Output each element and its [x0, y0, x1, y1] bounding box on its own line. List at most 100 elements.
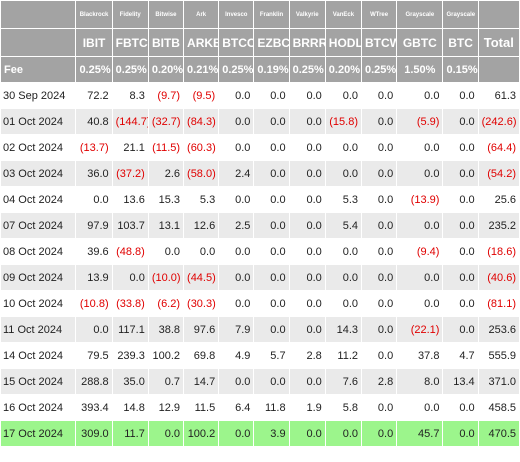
fee-btc: 0.15%: [443, 57, 478, 82]
flow-cell-brrr: 0.0: [289, 213, 325, 238]
flow-cell-btco: 7.9: [219, 317, 254, 342]
row-date: 08 Oct 2024: [1, 239, 76, 264]
flow-cell-hodl: 5.8: [325, 395, 361, 420]
total-header: Total: [478, 29, 519, 56]
flow-cell-ezbc: 11.8: [254, 395, 289, 420]
flow-cell-ezbc: 0.0: [254, 369, 289, 394]
flow-cell-arkb: 0.0: [184, 239, 219, 264]
flow-cell-arkb: 100.2: [184, 421, 219, 446]
flow-cell-ibit: 309.0: [76, 421, 112, 446]
flow-cell-brrr: 1.9: [289, 395, 325, 420]
flow-cell-btco: 0.0: [219, 265, 254, 290]
fee-fbtc: 0.25%: [112, 57, 148, 82]
flow-cell-fbtc: 35.0: [112, 369, 148, 394]
flow-cell-bitb: (11.5): [148, 135, 184, 160]
flow-total-cell: (81.1): [478, 291, 519, 316]
flow-cell-hodl: 5.3: [325, 187, 361, 212]
fee-btco: 0.25%: [219, 57, 254, 82]
flow-cell-hodl: 0.0: [325, 135, 361, 160]
flow-cell-arkb: (84.3): [184, 109, 219, 134]
flow-cell-fbtc: 13.6: [112, 187, 148, 212]
flow-cell-gbtc: (9.4): [397, 239, 443, 264]
flow-cell-arkb: 69.8: [184, 343, 219, 368]
flow-cell-ibit: 0.0: [76, 317, 112, 342]
flow-cell-ezbc: 0.0: [254, 83, 289, 108]
flow-cell-btco: 0.0: [219, 369, 254, 394]
flow-cell-ibit: 79.5: [76, 343, 112, 368]
table-row: 14 Oct 2024 79.5 239.3 100.2 69.8 4.9 5.7 2.8 11…: [1, 343, 519, 368]
etf-flows-table: Blackrock Fidelity Bitwise Ark Invesco Frankl…: [0, 0, 520, 447]
table-row: 07 Oct 2024 97.9 103.7 13.1 12.6 2.5 0.0 0.0 5.4…: [1, 213, 519, 238]
flow-cell-hodl: 0.0: [325, 421, 361, 446]
flow-cell-hodl: 7.6: [325, 369, 361, 394]
ticker-btc: BTC: [443, 29, 478, 56]
flow-cell-brrr: 0.0: [289, 291, 325, 316]
issuer-gbtc: Grayscale: [397, 1, 443, 28]
fee-row: Fee 0.25% 0.25% 0.20% 0.21% 0.25% 0.19% 0.25% 0…: [1, 57, 519, 82]
flow-total-cell: (40.6): [478, 265, 519, 290]
flow-cell-gbtc: (22.1): [397, 317, 443, 342]
issuer-brrr: Valkyrie: [289, 1, 325, 28]
issuer-btco: Invesco: [219, 1, 254, 28]
table-row: 15 Oct 2024 288.8 35.0 0.7 14.7 0.0 0.0 0.0 7.6 2…: [1, 369, 519, 394]
flow-cell-bitb: 2.6: [148, 161, 184, 186]
flow-cell-fbtc: 14.8: [112, 395, 148, 420]
fee-total-blank: [478, 57, 519, 82]
issuer-fbtc: Fidelity: [112, 1, 148, 28]
table-body: 30 Sep 2024 72.2 8.3 (9.7) (9.5) 0.0 0.0 0.0 0.0…: [1, 83, 519, 446]
flow-cell-arkb: 97.6: [184, 317, 219, 342]
table-row: 30 Sep 2024 72.2 8.3 (9.7) (9.5) 0.0 0.0 0.0 0.0…: [1, 83, 519, 108]
flow-cell-btco: 0.0: [219, 109, 254, 134]
flow-cell-bitb: 100.2: [148, 343, 184, 368]
flow-cell-gbtc: 0.0: [397, 161, 443, 186]
flow-cell-arkb: 12.6: [184, 213, 219, 238]
flow-cell-fbtc: 0.0: [112, 265, 148, 290]
flow-cell-ezbc: 0.0: [254, 317, 289, 342]
table-row: 08 Oct 2024 39.6 (48.8) 0.0 0.0 0.0 0.0 0.0 0.0 0…: [1, 239, 519, 264]
flow-cell-ibit: 40.8: [76, 109, 112, 134]
flow-cell-brrr: 0.0: [289, 317, 325, 342]
flow-cell-btcw: 0.0: [362, 187, 397, 212]
ticker-bitb: BITB: [148, 29, 184, 56]
flow-cell-fbtc: (144.7): [112, 109, 148, 134]
flow-cell-fbtc: 11.7: [112, 421, 148, 446]
flow-cell-btcw: 0.0: [362, 343, 397, 368]
flow-cell-bitb: 12.9: [148, 395, 184, 420]
flow-cell-bitb: (6.2): [148, 291, 184, 316]
flow-total-cell: 235.2: [478, 213, 519, 238]
table-row: 02 Oct 2024 (13.7) 21.1 (11.5) (60.3) 0.0 0.0 0…: [1, 135, 519, 160]
ticker-brrr: BRRR: [289, 29, 325, 56]
flow-cell-fbtc: 8.3: [112, 83, 148, 108]
row-date: 03 Oct 2024: [1, 161, 76, 186]
flow-cell-ezbc: 3.9: [254, 421, 289, 446]
flow-cell-gbtc: 0.0: [397, 213, 443, 238]
ticker-fbtc: FBTC: [112, 29, 148, 56]
fee-hodl: 0.20%: [325, 57, 361, 82]
flow-cell-brrr: 0.0: [289, 265, 325, 290]
flow-total-cell: (64.4): [478, 135, 519, 160]
flow-cell-gbtc: (5.9): [397, 109, 443, 134]
flow-cell-brrr: 0.0: [289, 135, 325, 160]
flow-cell-hodl: 14.3: [325, 317, 361, 342]
flow-cell-fbtc: 239.3: [112, 343, 148, 368]
flow-cell-fbtc: (37.2): [112, 161, 148, 186]
flow-cell-arkb: (60.3): [184, 135, 219, 160]
flow-cell-arkb: (44.5): [184, 265, 219, 290]
flow-cell-ibit: 72.2: [76, 83, 112, 108]
flow-cell-hodl: 0.0: [325, 291, 361, 316]
flow-cell-btcw: 0.0: [362, 265, 397, 290]
flow-cell-btcw: 0.0: [362, 395, 397, 420]
flow-cell-gbtc: 0.0: [397, 395, 443, 420]
fee-gbtc: 1.50%: [397, 57, 443, 82]
table-row: 03 Oct 2024 36.0 (37.2) 2.6 (58.0) 2.4 0.0 0.0 0…: [1, 161, 519, 186]
table-row: 10 Oct 2024 (10.8) (33.8) (6.2) (30.3) 0.0 0.0…: [1, 291, 519, 316]
flow-cell-brrr: 0.0: [289, 161, 325, 186]
flow-total-cell: 458.5: [478, 395, 519, 420]
fee-bitb: 0.20%: [148, 57, 184, 82]
ticker-hodl: HODL: [325, 29, 361, 56]
flow-cell-ezbc: 5.7: [254, 343, 289, 368]
flow-cell-arkb: (58.0): [184, 161, 219, 186]
flow-cell-arkb: (9.5): [184, 83, 219, 108]
flow-cell-btc: 0.0: [443, 135, 478, 160]
issuer-ibit: Blackrock: [76, 1, 112, 28]
